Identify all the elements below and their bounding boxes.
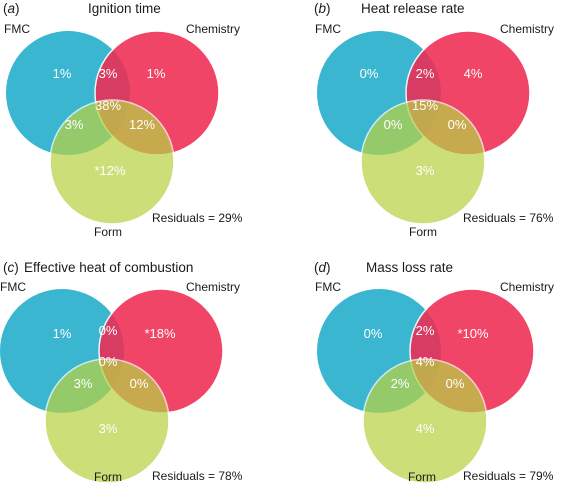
form-only-value: *12% [94, 163, 126, 178]
paren-open: ( [3, 1, 8, 16]
all-three-value: 38% [95, 98, 121, 113]
paren-close: ) [15, 1, 20, 16]
paren-open: ( [3, 260, 8, 275]
fmc-chemistry-value: 2% [416, 323, 435, 338]
residuals-text: Residuals = 29% [152, 211, 243, 225]
fmc-label: FMC [4, 22, 30, 36]
form-label: Form [409, 225, 437, 239]
fmc-only-value: 0% [360, 66, 379, 81]
fmc-form-value: 2% [391, 376, 410, 391]
panel-letter: c [8, 260, 15, 275]
fmc-only-value: 1% [53, 66, 72, 81]
panel-letter: d [319, 260, 327, 275]
chemistry-label: Chemistry [186, 280, 240, 294]
chemistry-only-value: 4% [464, 66, 483, 81]
chemistry-only-value: *18% [144, 326, 176, 341]
panel-title-group: (c) [3, 260, 19, 275]
form-only-value: 3% [99, 421, 118, 436]
chemistry-form-value: 0% [448, 117, 467, 132]
fmc-label: FMC [315, 280, 341, 294]
venn-panel-d: (d) Mass loss rate FMC Chemistry Form 0%… [311, 255, 562, 499]
form-circle [44, 358, 170, 484]
fmc-chemistry-value: 2% [416, 66, 435, 81]
fmc-chemistry-value: 3% [99, 66, 118, 81]
venn-diagram: (d) Mass loss rate FMC Chemistry Form 0%… [314, 260, 554, 484]
form-circle [362, 358, 488, 484]
residuals-text: Residuals = 78% [152, 469, 243, 483]
form-label: Form [94, 225, 122, 239]
all-three-value: 0% [99, 354, 118, 369]
venn-diagram: (b) Heat release rate FMC Chemistry Form… [314, 1, 554, 239]
chemistry-only-value: *10% [457, 326, 489, 341]
panel-letter: a [8, 1, 16, 16]
panel-letter: b [319, 1, 327, 16]
form-circle [49, 99, 175, 225]
venn-panel-b: (b) Heat release rate FMC Chemistry Form… [311, 0, 562, 244]
venn-panel-a: (a) Ignition time FMC Chemistry Form 1% … [0, 0, 281, 244]
venn-panel-c: (c) Effective heat of combustion FMC Che… [0, 255, 281, 499]
fmc-form-value: 0% [384, 117, 403, 132]
form-only-value: 4% [416, 421, 435, 436]
panel-title: Mass loss rate [366, 260, 453, 275]
all-three-value: 4% [416, 354, 435, 369]
panel-title-group: (b) [314, 1, 331, 16]
chemistry-label: Chemistry [500, 22, 554, 36]
panel-title: Heat release rate [361, 1, 465, 16]
venn-diagram: (c) Effective heat of combustion FMC Che… [0, 260, 243, 484]
fmc-form-value: 3% [74, 376, 93, 391]
residuals-text: Residuals = 79% [463, 469, 554, 483]
residuals-text: Residuals = 76% [463, 211, 554, 225]
fmc-only-value: 0% [364, 326, 383, 341]
form-label: Form [94, 470, 122, 484]
fmc-only-value: 1% [53, 326, 72, 341]
panel-title: Effective heat of combustion [24, 260, 193, 275]
chemistry-label: Chemistry [500, 280, 554, 294]
venn-diagram: (a) Ignition time FMC Chemistry Form 1% … [3, 1, 243, 239]
panel-title-group: (a) [3, 1, 20, 16]
paren-open: ( [314, 260, 319, 275]
all-three-value: 15% [412, 98, 438, 113]
fmc-label: FMC [0, 280, 26, 294]
paren-close: ) [326, 260, 331, 275]
fmc-label: FMC [315, 22, 341, 36]
chemistry-only-value: 1% [147, 66, 166, 81]
chemistry-form-value: 12% [129, 117, 155, 132]
fmc-chemistry-value: 0% [99, 323, 118, 338]
paren-open: ( [314, 1, 319, 16]
panel-title-group: (d) [314, 260, 331, 275]
panel-title: Ignition time [88, 1, 161, 16]
chemistry-label: Chemistry [186, 22, 240, 36]
form-label: Form [408, 470, 436, 484]
chemistry-form-value: 0% [130, 376, 149, 391]
fmc-form-value: 3% [65, 117, 84, 132]
chemistry-form-value: 0% [446, 376, 465, 391]
form-only-value: 3% [416, 163, 435, 178]
paren-close: ) [14, 260, 19, 275]
paren-close: ) [326, 1, 331, 16]
form-circle [360, 99, 486, 225]
